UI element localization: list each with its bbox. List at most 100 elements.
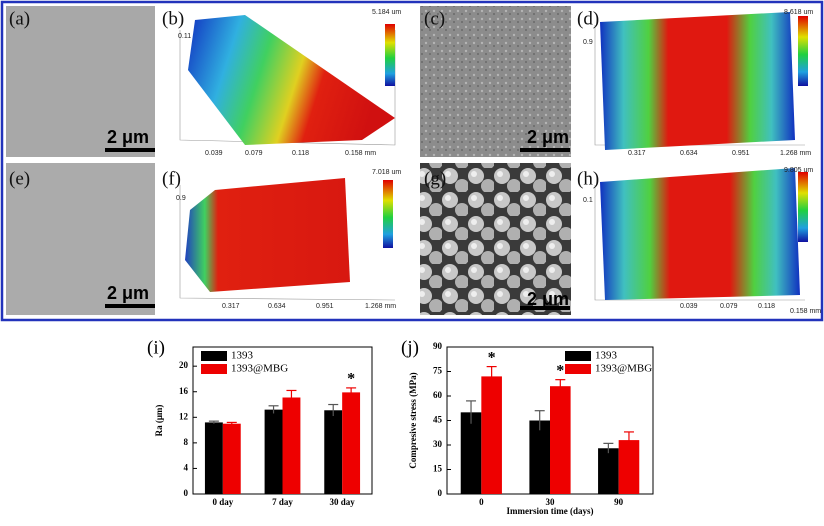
bar — [342, 392, 361, 494]
z-label: 0.9 — [176, 195, 186, 202]
colorbar — [798, 16, 808, 86]
axis-box — [594, 25, 805, 146]
z-label: 0.9 — [583, 39, 593, 46]
x-tick: 0.634 — [268, 303, 286, 310]
significance-mark: * — [347, 371, 355, 388]
bar — [204, 422, 223, 494]
colorbar — [383, 180, 393, 248]
y-tick-label: 0 — [184, 488, 189, 498]
y-tick-label: 16 — [179, 386, 189, 396]
x-tick-label: 0 day — [212, 497, 233, 507]
sem-image — [6, 163, 155, 315]
y-tick-label: 8 — [184, 437, 189, 447]
legend-swatch — [565, 364, 591, 374]
x-tick: 0.079 — [720, 303, 738, 310]
x-tick: 0.158 mm — [790, 308, 821, 315]
surface — [600, 12, 795, 150]
bar — [460, 412, 482, 494]
height-label: 9.805 um — [784, 167, 813, 174]
x-tick-label: 7 day — [272, 497, 293, 507]
x-tick: 1.268 mm — [365, 303, 396, 310]
x-tick: 0.317 — [628, 150, 646, 157]
height-label: 7.018 um — [372, 169, 401, 176]
legend-label: 1393 — [231, 350, 254, 362]
surface — [188, 15, 395, 145]
y-tick-label: 90 — [433, 341, 443, 351]
y-axis-label: Ra (μm) — [154, 405, 164, 437]
bar — [618, 440, 640, 494]
x-tick: 0.039 — [205, 150, 223, 157]
y-tick-label: 12 — [179, 411, 189, 421]
x-tick-label: 90 — [614, 497, 624, 507]
legend-label: 1393@MBG — [595, 363, 652, 375]
bar — [324, 410, 343, 494]
colorbar — [385, 24, 395, 86]
axis-box — [594, 185, 805, 301]
scale-text: 2 μm — [527, 127, 569, 147]
sem-image — [420, 6, 571, 157]
panel-label: (g) — [424, 168, 446, 189]
bar — [481, 376, 502, 494]
x-tick: 0.118 — [758, 303, 775, 310]
x-tick: 0.951 — [316, 303, 334, 310]
panel-label: (e) — [9, 168, 30, 189]
x-tick: 0.951 — [732, 150, 750, 157]
panel-label: (f) — [162, 168, 181, 189]
bar — [264, 409, 283, 494]
x-tick-label: 0 — [479, 497, 484, 507]
y-tick-label: 60 — [433, 390, 443, 400]
scale-text: 2 μm — [527, 289, 569, 309]
significance-mark: * — [556, 362, 564, 379]
panel-label: (d) — [577, 8, 599, 29]
x-axis-label: Immersion time (days) — [507, 506, 594, 516]
x-tick: 0.079 — [245, 150, 263, 157]
significance-mark: * — [488, 349, 496, 366]
bar — [222, 423, 241, 494]
panel-label: (i) — [147, 337, 165, 358]
y-tick-label: 45 — [433, 415, 443, 425]
panel-label: (j) — [401, 337, 419, 358]
bar — [282, 397, 301, 494]
legend-swatch — [565, 351, 591, 361]
panel-label: (c) — [424, 8, 445, 29]
legend-swatch — [201, 364, 227, 374]
axis-box — [179, 185, 396, 301]
y-tick-label: 0 — [438, 488, 443, 498]
bar — [550, 386, 571, 494]
x-tick: 0.317 — [222, 303, 240, 310]
sem-image — [420, 163, 571, 315]
bar — [598, 448, 619, 494]
panel-label: (a) — [9, 8, 30, 29]
surface — [185, 178, 350, 292]
x-tick: 0.039 — [680, 303, 698, 310]
legend-label: 1393 — [595, 350, 618, 362]
x-tick-label: 30 day — [330, 497, 356, 507]
y-tick-label: 4 — [184, 462, 189, 472]
height-label: 5.184 um — [372, 9, 401, 16]
surface — [600, 168, 800, 300]
y-tick-label: 15 — [433, 464, 443, 474]
sem-image — [6, 6, 155, 157]
y-tick-label: 30 — [433, 439, 443, 449]
x-tick: 1.268 mm — [780, 150, 811, 157]
z-label: 0.11 — [178, 33, 191, 40]
legend-swatch — [201, 351, 227, 361]
x-tick-label: 30 — [546, 497, 556, 507]
x-tick: 0.634 — [680, 150, 698, 157]
panel-label: (b) — [162, 8, 184, 29]
scale-text: 2 μm — [107, 283, 149, 303]
y-tick-label: 20 — [179, 360, 189, 370]
y-axis-label: Compresive stress (MPa) — [408, 372, 418, 468]
x-tick: 0.158 mm — [345, 150, 376, 157]
scale-text: 2 μm — [107, 127, 149, 147]
panel-label: (h) — [577, 168, 599, 189]
y-tick-label: 75 — [433, 366, 443, 376]
legend-label: 1393@MBG — [231, 363, 288, 375]
z-label: 0.1 — [583, 197, 593, 204]
x-tick: 0.118 — [292, 150, 309, 157]
profile-3d — [179, 25, 805, 301]
colorbar — [798, 172, 808, 242]
height-label: 8.618 um — [784, 9, 813, 16]
bar — [529, 420, 550, 494]
